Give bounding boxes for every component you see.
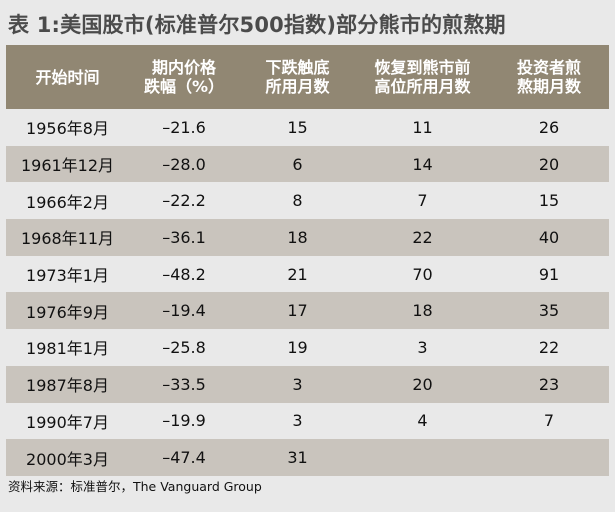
cell-suffering-months: 35 [538, 301, 560, 321]
cell-suffering-months: 26 [538, 117, 560, 137]
cell-months-to-recover: 20 [412, 374, 433, 394]
cell-start-time: 1987年8月 [26, 376, 109, 396]
table-row: 1976年9月 –19.4 17 18 35 [6, 292, 609, 330]
cell-price-drop: –28.0 [162, 154, 206, 174]
header-line: 熬期月数 [516, 77, 581, 96]
cell-suffering-months: 15 [538, 191, 560, 211]
table-row: 1968年11月 –36.1 18 22 40 [6, 219, 609, 256]
cell-months-to-recover: 3 [417, 337, 428, 357]
header-line: 期内价格 [151, 58, 216, 77]
cell-price-drop: –36.1 [162, 227, 206, 247]
cell-suffering-months: 91 [538, 264, 560, 284]
cell-start-time: 1990年7月 [26, 412, 109, 432]
cell-months-to-recover: 70 [412, 264, 433, 284]
cell-start-time: 2000年3月 [26, 449, 109, 469]
cell-suffering-months: 20 [538, 154, 560, 174]
header-line: 跌幅（%） [143, 77, 225, 96]
header-suffering-months: 投资者煎 熬期月数 [489, 45, 609, 109]
cell-price-drop: –47.4 [162, 448, 206, 468]
table-body: 1956年8月 –21.6 15 11 26 1961年12月 –28.0 6 … [6, 109, 609, 476]
table-row: 1990年7月 –19.9 3 4 7 [6, 402, 609, 440]
header-price-drop: 期内价格 跌幅（%） [129, 45, 239, 109]
table-header: 开始时间 期内价格 跌幅（%） 下跌触底 所用月数 恢复到熊市前 高位所用月数 … [6, 45, 609, 109]
cell-start-time: 1981年1月 [26, 339, 109, 359]
cell-months-to-recover: 14 [412, 154, 433, 174]
source-note: 资料来源：标准普尔，The Vanguard Group [8, 479, 262, 494]
cell-start-time: 1966年2月 [26, 192, 109, 212]
cell-start-time: 1956年8月 [26, 119, 109, 139]
cell-suffering-months: 7 [543, 411, 555, 431]
cell-months-to-bottom: 19 [287, 337, 308, 357]
cell-months-to-bottom: 31 [287, 448, 308, 468]
cell-suffering-months: 23 [538, 374, 560, 394]
cell-months-to-bottom: 3 [292, 374, 303, 394]
cell-start-time: 1961年12月 [20, 156, 115, 176]
cell-months-to-bottom: 8 [292, 191, 303, 211]
cell-price-drop: –19.9 [162, 411, 206, 431]
cell-months-to-recover: 22 [412, 227, 433, 247]
header-months-to-bottom: 下跌触底 所用月数 [239, 45, 356, 109]
cell-months-to-bottom: 18 [287, 227, 308, 247]
header-line: 高位所用月数 [374, 77, 471, 96]
table-row: 1981年1月 –25.8 19 3 22 [6, 329, 609, 366]
cell-months-to-bottom: 21 [287, 264, 308, 284]
cell-start-time: 1968年11月 [20, 229, 115, 249]
cell-suffering-months: 22 [538, 337, 560, 357]
table-row: 1966年2月 –22.2 8 7 15 [6, 182, 609, 220]
table-row: 1956年8月 –21.6 15 11 26 [6, 109, 609, 146]
cell-months-to-recover: 18 [412, 301, 433, 321]
table-row: 1973年1月 –48.2 21 70 91 [6, 255, 609, 293]
cell-months-to-bottom: 17 [287, 301, 308, 321]
cell-price-drop: –21.6 [162, 117, 206, 137]
table-title: 表 1:美国股市(标准普尔500指数)部分熊市的煎熬期 [8, 13, 506, 37]
cell-suffering-months: 40 [538, 227, 560, 247]
header-line: 投资者煎 [516, 58, 581, 77]
cell-months-to-bottom: 15 [287, 117, 308, 137]
cell-price-drop: –22.2 [162, 191, 206, 211]
header-line: 开始时间 [35, 67, 100, 87]
cell-months-to-recover: 11 [412, 117, 433, 137]
cell-months-to-bottom: 6 [292, 154, 303, 174]
cell-price-drop: –33.5 [162, 374, 206, 394]
header-line: 下跌触底 [265, 58, 330, 77]
cell-start-time: 1976年9月 [26, 302, 109, 322]
cell-months-to-bottom: 3 [292, 411, 303, 431]
table-row: 1987年8月 –33.5 3 20 23 [6, 365, 609, 403]
header-line: 所用月数 [265, 77, 330, 96]
cell-months-to-recover: 4 [417, 411, 428, 431]
cell-start-time: 1973年1月 [26, 266, 109, 286]
cell-months-to-recover: 7 [417, 191, 428, 211]
table-row: 2000年3月 –47.4 31 [6, 439, 609, 476]
header-line: 恢复到熊市前 [374, 58, 471, 77]
cell-price-drop: –48.2 [162, 264, 206, 284]
cell-price-drop: –25.8 [162, 337, 206, 357]
cell-price-drop: –19.4 [162, 301, 206, 321]
table-row: 1961年12月 –28.0 6 14 20 [6, 145, 609, 183]
bear-market-table: 开始时间 期内价格 跌幅（%） 下跌触底 所用月数 恢复到熊市前 高位所用月数 … [6, 45, 609, 476]
header-months-to-recover: 恢复到熊市前 高位所用月数 [356, 45, 489, 109]
header-start-time: 开始时间 [6, 45, 129, 109]
